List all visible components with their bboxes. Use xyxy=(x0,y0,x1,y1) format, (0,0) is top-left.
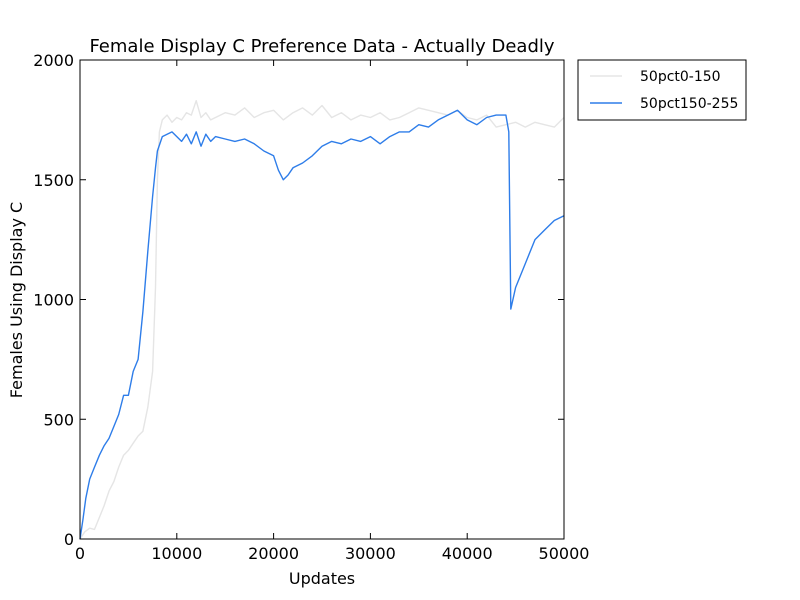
x-tick-label: 0 xyxy=(75,544,85,563)
legend-label-50pct150-255: 50pct150-255 xyxy=(640,96,738,112)
chart-title: Female Display C Preference Data - Actua… xyxy=(89,36,554,57)
axis-ticks xyxy=(79,59,565,540)
plot-lines xyxy=(79,99,565,540)
legend: 50pct0-150 50pct150-255 xyxy=(577,59,747,121)
y-tick-label: 1000 xyxy=(33,291,74,310)
legend-box xyxy=(577,59,747,121)
legend-label-50pct0-150: 50pct0-150 xyxy=(640,69,721,85)
x-axis-label: Updates xyxy=(289,569,355,588)
y-tick-label: 1500 xyxy=(33,171,74,190)
x-tick-label: 30000 xyxy=(345,544,396,563)
y-axis-label: Females Using Display C xyxy=(7,202,26,398)
x-tick-label: 40000 xyxy=(442,544,493,563)
axis-tick-labels: 0 10000 20000 30000 40000 50000 0 500 1000 1500 20… xyxy=(33,51,589,563)
y-tick-label: 0 xyxy=(64,530,74,549)
series-line-50pct150-255 xyxy=(79,109,565,540)
x-tick-label: 10000 xyxy=(151,544,202,563)
y-tick-label: 2000 xyxy=(33,51,74,70)
y-tick-label: 500 xyxy=(43,410,74,429)
x-tick-label: 50000 xyxy=(539,544,590,563)
x-tick-label: 20000 xyxy=(248,544,299,563)
